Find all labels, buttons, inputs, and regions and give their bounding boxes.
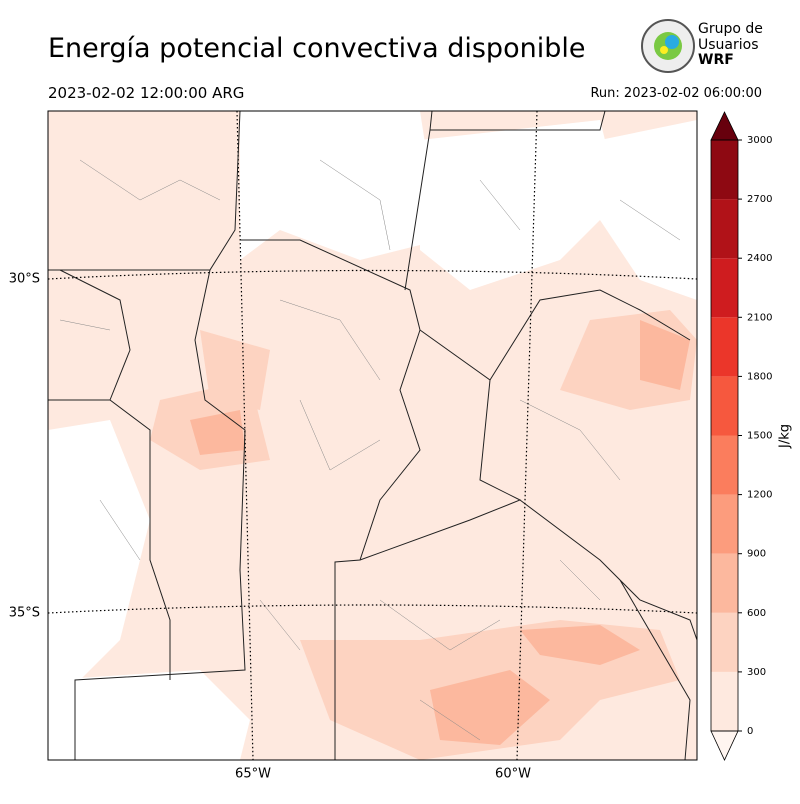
colorbar-tick-label: 1800 xyxy=(747,371,772,382)
colorbar-segment xyxy=(711,494,738,554)
colorbar-tick-label: 1200 xyxy=(747,490,772,501)
colorbar-segment xyxy=(711,553,738,613)
colorbar-tick-label: 2400 xyxy=(747,253,772,264)
colorbar-segment xyxy=(711,258,738,318)
lat-label: 30°S xyxy=(9,272,40,287)
colorbar-segment xyxy=(711,671,738,731)
colorbar: 0 300 600 900 1200 1500 1800 2100 2400 2700 3000 xyxy=(710,111,772,761)
colorbar-tick-label: 600 xyxy=(747,608,766,619)
valid-time: 2023-02-02 12:00:00 ARG xyxy=(48,84,244,102)
colorbar-tick-label: 2100 xyxy=(747,312,772,323)
colorbar-tick-label: 2700 xyxy=(747,194,772,205)
colorbar-extend-bottom xyxy=(710,730,739,761)
title: Energía potencial convectiva disponible xyxy=(48,33,585,64)
colorbar-tick-label: 3000 xyxy=(747,135,772,146)
lat-label: 35°S xyxy=(9,606,40,621)
colorbar-segment xyxy=(711,317,738,377)
logo-line: Usuarios xyxy=(698,37,759,53)
colorbar-segment xyxy=(711,199,738,259)
colorbar-extend-top xyxy=(710,111,739,141)
lon-label: 60°W xyxy=(495,767,531,782)
colorbar-tick-label: 0 xyxy=(747,726,753,737)
colorbar-segment xyxy=(711,140,738,200)
logo-line: Grupo de xyxy=(698,21,763,37)
colorbar-tick-label: 1500 xyxy=(747,431,772,442)
colorbar-segment xyxy=(711,376,738,436)
colorbar-tick-label: 900 xyxy=(747,549,766,560)
logo: Grupo de Usuarios WRF xyxy=(641,19,763,73)
map: 30°S 35°S 65°W 60°W xyxy=(9,110,698,782)
colorbar-label: J/kg xyxy=(778,424,793,449)
logo-line: WRF xyxy=(698,52,734,68)
lon-label: 65°W xyxy=(235,767,271,782)
run-time: Run: 2023-02-02 06:00:00 xyxy=(590,86,762,101)
colorbar-segment xyxy=(711,612,738,672)
colorbar-segment xyxy=(711,435,738,495)
colorbar-tick-label: 300 xyxy=(747,667,766,678)
